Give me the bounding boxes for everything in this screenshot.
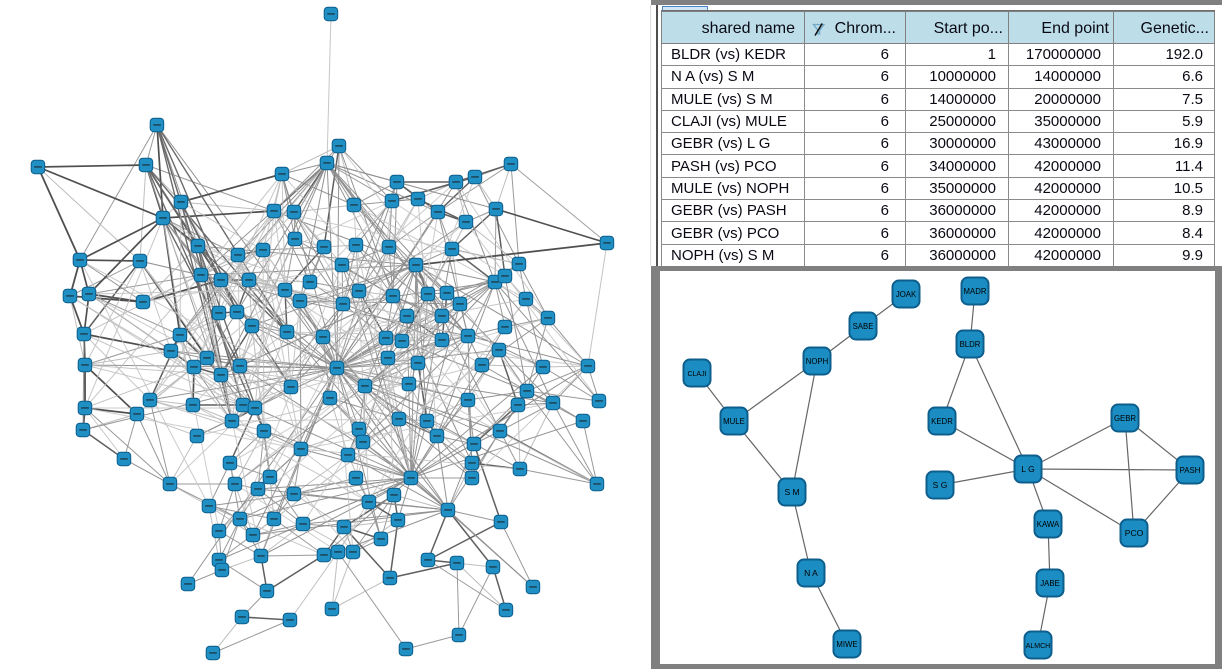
svg-text:MULE: MULE — [723, 417, 745, 426]
svg-text:JOAK: JOAK — [896, 290, 917, 299]
svg-text:S M: S M — [784, 487, 799, 497]
svg-text:GEBR: GEBR — [1114, 414, 1136, 423]
svg-text:JABE: JABE — [1040, 579, 1060, 588]
svg-text:CLAJI: CLAJI — [687, 371, 706, 378]
svg-text:SABE: SABE — [853, 322, 874, 331]
svg-text:NOPH: NOPH — [806, 357, 829, 366]
svg-text:PCO: PCO — [1125, 528, 1144, 538]
svg-text:BLDR: BLDR — [960, 340, 981, 349]
svg-text:MIWE: MIWE — [836, 640, 857, 649]
svg-text:ALMCH: ALMCH — [1026, 643, 1051, 650]
svg-text:S G: S G — [933, 480, 948, 490]
svg-text:MADR: MADR — [964, 287, 987, 296]
svg-text:L G: L G — [1021, 464, 1034, 474]
svg-text:KAWA: KAWA — [1037, 520, 1060, 529]
svg-text:N A: N A — [804, 568, 818, 578]
svg-text:KEDR: KEDR — [931, 417, 953, 426]
svg-text:PASH: PASH — [1180, 466, 1201, 475]
